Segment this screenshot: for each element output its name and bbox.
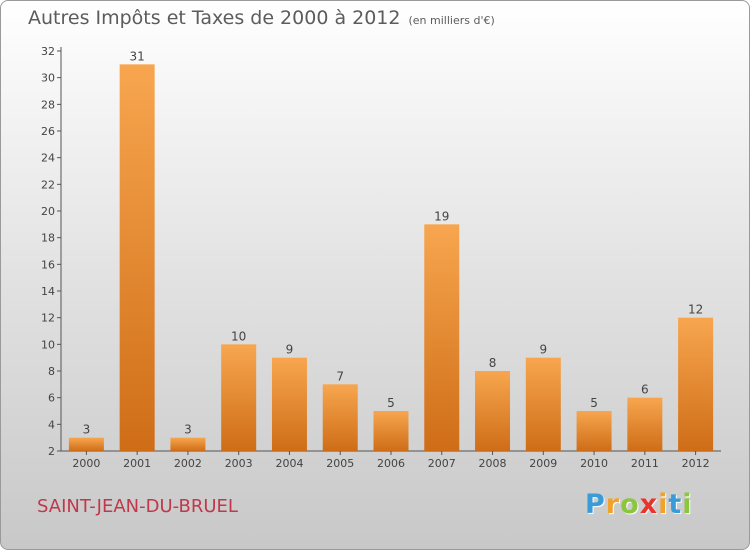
x-tick-label: 2006: [377, 457, 405, 470]
bar-value-label: 7: [336, 369, 344, 383]
bar-2002: [170, 437, 206, 451]
x-tick-label: 2003: [225, 457, 253, 470]
bar-value-label: 19: [434, 209, 449, 223]
x-tick-label: 2009: [529, 457, 557, 470]
x-tick-label: 2001: [123, 457, 151, 470]
bar-value-label: 9: [286, 343, 294, 357]
x-tick-label: 2012: [682, 457, 710, 470]
bar-2001: [119, 64, 155, 452]
x-tick-label: 2011: [631, 457, 659, 470]
chart-subtitle: (en milliers d'€): [408, 14, 495, 27]
y-tick-label: 16: [41, 258, 55, 271]
y-tick-label: 4: [48, 418, 55, 431]
x-tick-label: 2000: [72, 457, 100, 470]
bar-value-label: 3: [184, 423, 192, 437]
x-tick-label: 2005: [326, 457, 354, 470]
y-tick-label: 20: [41, 205, 55, 218]
bar-value-label: 5: [387, 396, 395, 410]
x-tick-label: 2002: [174, 457, 202, 470]
logo-letter: x: [639, 489, 659, 520]
x-tick-label: 2007: [428, 457, 456, 470]
bar-value-label: 9: [539, 343, 547, 357]
y-tick-label: 10: [41, 338, 55, 351]
bar-2006: [373, 411, 409, 451]
bar-value-label: 10: [231, 329, 246, 343]
y-tick-label: 18: [41, 232, 55, 245]
title-row: Autres Impôts et Taxes de 2000 à 2012 (en…: [28, 7, 495, 29]
y-tick-label: 6: [48, 392, 55, 405]
bar-2000: [68, 437, 104, 451]
bar-2003: [221, 344, 257, 451]
y-tick-label: 30: [41, 72, 55, 85]
bar-value-label: 6: [641, 383, 649, 397]
x-tick-label: 2008: [479, 457, 507, 470]
logo-letter: r: [605, 489, 621, 520]
bar-2008: [475, 371, 511, 451]
bar-value-label: 3: [83, 423, 91, 437]
y-tick-label: 28: [41, 98, 55, 111]
proxiti-logo: Proxiti: [585, 489, 693, 520]
bar-2007: [424, 224, 460, 451]
y-tick-label: 14: [41, 285, 55, 298]
y-tick-label: 8: [48, 365, 55, 378]
bar-value-label: 5: [590, 396, 598, 410]
logo-letter: t: [668, 489, 683, 520]
bar-value-label: 31: [130, 49, 145, 63]
bar-2009: [525, 357, 561, 451]
bar-2012: [678, 317, 714, 451]
logo-letter: i: [658, 489, 669, 520]
bars: 3 31 3 10 9 7 5 19 8 9 5 6 12: [68, 49, 714, 452]
y-tick-label: 24: [41, 152, 55, 165]
x-tick-label: 2010: [580, 457, 608, 470]
bar-value-label: 12: [688, 303, 703, 317]
bar-2010: [576, 411, 612, 451]
logo-letter: o: [620, 489, 640, 520]
logo-letter: i: [682, 489, 693, 520]
y-tick-label: 12: [41, 312, 55, 325]
y-tick-label: 32: [41, 45, 55, 58]
y-tick-label: 2: [48, 445, 55, 458]
chart-title: Autres Impôts et Taxes de 2000 à 2012: [28, 7, 401, 29]
logo-letter: P: [585, 489, 606, 520]
commune-name: SAINT-JEAN-DU-BRUEL: [37, 496, 238, 517]
bar-2005: [322, 384, 358, 451]
x-tick-label: 2004: [275, 457, 303, 470]
bar-2004: [271, 357, 307, 451]
bar-2011: [627, 397, 663, 451]
y-tick-label: 22: [41, 178, 55, 191]
bar-value-label: 8: [489, 356, 497, 370]
y-tick-label: 26: [41, 125, 55, 138]
